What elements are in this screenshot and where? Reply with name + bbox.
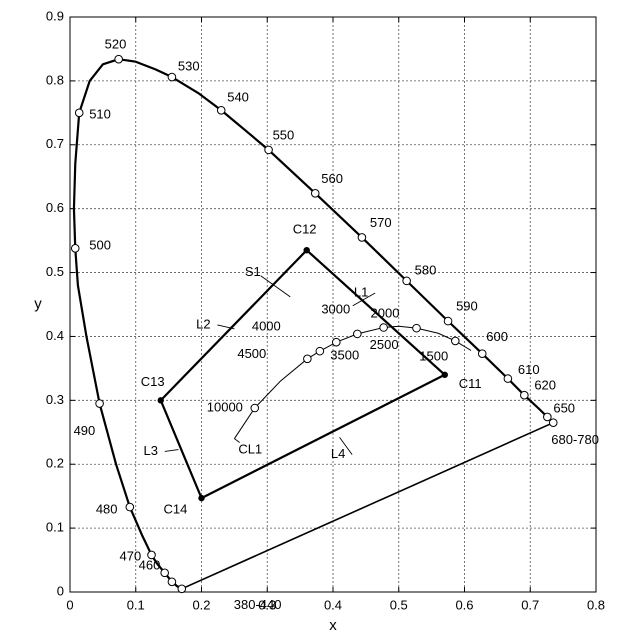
cct-label: 2000 xyxy=(371,306,400,321)
wavelength-marker xyxy=(168,578,176,586)
wavelength-label: 380-440 xyxy=(234,597,282,612)
wavelength-label: 650 xyxy=(553,400,575,415)
tick-labels: 00.10.20.30.40.50.60.70.800.10.20.30.40.… xyxy=(34,8,605,634)
corner-label: C12 xyxy=(293,222,317,237)
wavelength-marker xyxy=(311,190,319,198)
x-tick-label: 0.8 xyxy=(587,597,605,612)
corner-c14 xyxy=(198,495,204,501)
edge-label: L2 xyxy=(196,316,210,331)
wavelength-label: 530 xyxy=(178,58,200,73)
x-tick-label: 0.7 xyxy=(521,597,539,612)
wavelength-label: 460 xyxy=(139,557,161,572)
wavelength-label: 480 xyxy=(96,501,118,516)
wavelength-marker xyxy=(126,503,134,511)
edge-l3 xyxy=(161,400,202,498)
wavelength-marker xyxy=(478,350,486,358)
wavelength-label: 600 xyxy=(486,329,508,344)
cct-label: 1500 xyxy=(419,348,448,363)
cl1-label: CL1 xyxy=(238,442,262,457)
wavelength-label: 590 xyxy=(456,299,478,314)
cct-marker xyxy=(413,324,421,332)
wavelength-label: 610 xyxy=(518,362,540,377)
cct-marker xyxy=(251,404,259,412)
wavelength-label: 510 xyxy=(89,106,111,121)
wavelength-label: 570 xyxy=(370,215,392,230)
cct-label: 3000 xyxy=(321,301,350,316)
cct-label: 2500 xyxy=(370,337,399,352)
wavelength-marker xyxy=(75,109,83,117)
wavelength-marker xyxy=(168,73,176,81)
cct-marker xyxy=(304,355,312,363)
x-axis-title: x xyxy=(329,617,337,634)
wavelength-marker xyxy=(178,585,186,593)
spectral-locus xyxy=(71,55,557,592)
y-tick-label: 0.3 xyxy=(46,392,64,407)
wavelength-marker xyxy=(265,146,273,154)
edge-label: L4 xyxy=(331,446,345,461)
x-tick-label: 0.2 xyxy=(192,597,210,612)
wavelength-marker xyxy=(403,277,411,285)
x-tick-label: 0.1 xyxy=(127,597,145,612)
cct-marker xyxy=(354,330,362,338)
cct-marker xyxy=(380,324,388,332)
x-tick-label: 0 xyxy=(66,597,73,612)
cct-label: 4500 xyxy=(237,346,266,361)
y-tick-label: 0.7 xyxy=(46,136,64,151)
wavelength-marker xyxy=(217,106,225,114)
y-tick-label: 0.2 xyxy=(46,456,64,471)
wavelength-marker xyxy=(161,569,169,577)
wavelength-label: 550 xyxy=(273,127,295,142)
wavelength-marker xyxy=(521,391,529,399)
leader-line xyxy=(165,450,179,452)
wavelength-marker xyxy=(544,413,552,421)
wavelength-label: 490 xyxy=(74,423,96,438)
y-tick-label: 0.4 xyxy=(46,328,64,343)
edge-label: L1 xyxy=(354,284,368,299)
wavelength-label: 500 xyxy=(89,238,111,253)
y-tick-label: 0.6 xyxy=(46,200,64,215)
wavelength-marker xyxy=(71,244,79,252)
wavelength-marker xyxy=(96,400,104,408)
corner-c13 xyxy=(158,397,164,403)
corner-c11 xyxy=(442,372,448,378)
x-tick-label: 0.5 xyxy=(390,597,408,612)
wavelength-label: 470 xyxy=(120,548,142,563)
edge-l4 xyxy=(202,375,445,498)
wavelength-label: 560 xyxy=(321,171,343,186)
wavelength-marker xyxy=(115,55,123,63)
region-label: S1 xyxy=(245,264,261,279)
y-tick-label: 0.1 xyxy=(46,520,64,535)
y-tick-label: 0 xyxy=(57,583,64,598)
y-axis-title: y xyxy=(34,295,42,312)
wavelength-marker xyxy=(504,375,512,383)
cct-marker xyxy=(316,347,324,355)
wavelength-label: 680-780 xyxy=(551,432,599,447)
x-tick-label: 0.4 xyxy=(324,597,342,612)
corner-label: C13 xyxy=(141,374,165,389)
wavelength-label: 520 xyxy=(105,37,127,52)
wavelength-marker xyxy=(444,317,452,325)
edge-label: L3 xyxy=(144,443,158,458)
y-tick-label: 0.9 xyxy=(46,8,64,23)
y-tick-label: 0.8 xyxy=(46,72,64,87)
cct-label: 3500 xyxy=(330,348,359,363)
annotations: 380-440 460470 480 490 500 510 520 530 540 550 560… xyxy=(74,37,599,613)
wavelength-label: 580 xyxy=(415,262,437,277)
wavelength-marker xyxy=(358,234,366,242)
x-tick-label: 0.6 xyxy=(455,597,473,612)
wavelength-label: 540 xyxy=(227,90,249,105)
cct-label: 4000 xyxy=(252,319,281,334)
corner-label: C11 xyxy=(459,376,482,391)
cct-marker xyxy=(451,337,459,345)
wavelength-marker xyxy=(549,419,557,427)
corner-c12 xyxy=(304,247,310,253)
y-tick-label: 0.5 xyxy=(46,264,64,279)
cct-marker xyxy=(332,338,340,346)
wavelength-label: 620 xyxy=(534,378,556,393)
corner-label: C14 xyxy=(164,502,188,517)
spectral-locus-curve xyxy=(74,59,553,589)
cct-label: 10000 xyxy=(207,399,243,414)
